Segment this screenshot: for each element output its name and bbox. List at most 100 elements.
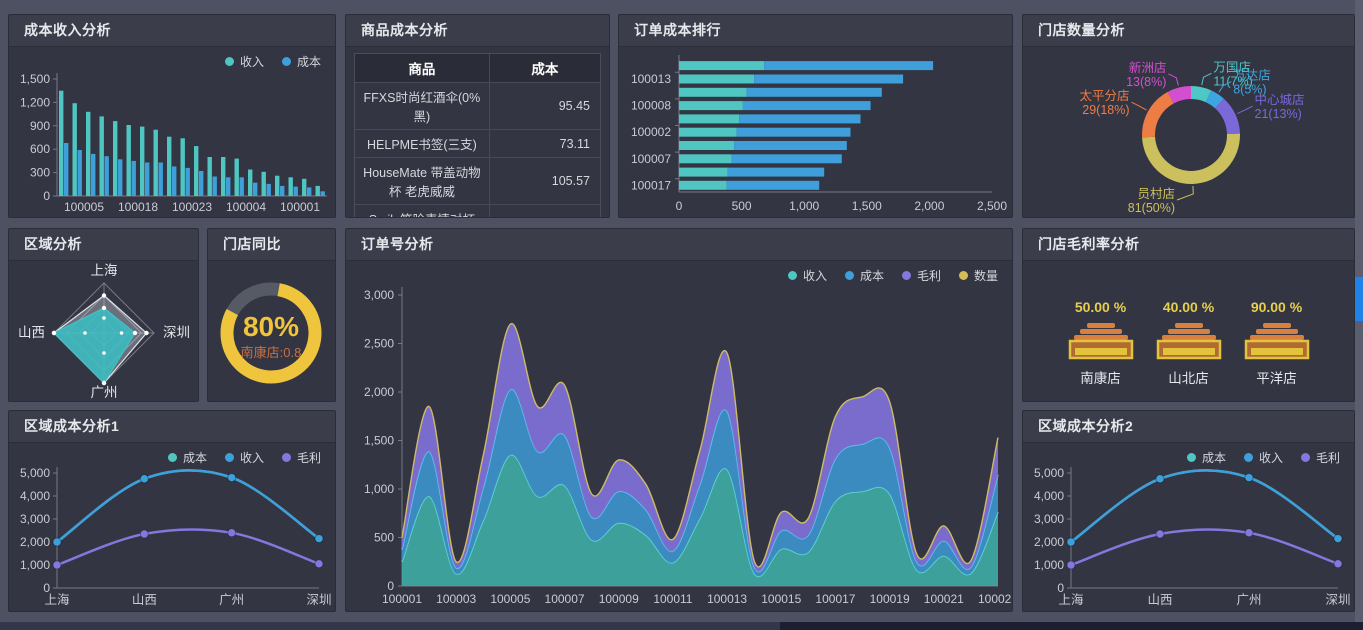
- data-point[interactable]: [1244, 528, 1254, 538]
- data-point[interactable]: [52, 560, 62, 570]
- bar[interactable]: [315, 185, 320, 196]
- table-row[interactable]: FFXS时尚红酒伞(0%黑) 95.45: [355, 82, 600, 129]
- legend-item-收入[interactable]: 收入: [224, 53, 264, 70]
- bar[interactable]: [99, 116, 104, 196]
- bar[interactable]: [113, 121, 118, 196]
- bar[interactable]: [253, 182, 258, 196]
- bar[interactable]: [302, 178, 307, 196]
- table-row[interactable]: Smile笑脸表情对杯: [355, 204, 600, 217]
- bar[interactable]: [679, 101, 743, 111]
- bar[interactable]: [307, 187, 312, 196]
- bar[interactable]: [59, 90, 64, 196]
- bar[interactable]: [207, 157, 212, 196]
- bar[interactable]: [239, 177, 244, 196]
- bar[interactable]: [739, 114, 861, 124]
- bar[interactable]: [679, 180, 727, 190]
- legend-item-成本[interactable]: 成本: [844, 267, 884, 284]
- bar[interactable]: [86, 111, 91, 196]
- legend-item-数量[interactable]: 数量: [958, 267, 998, 284]
- legend-item-成本[interactable]: 成本: [281, 53, 321, 70]
- table-row[interactable]: HELPME书签(三支) 73.11: [355, 129, 600, 157]
- bar[interactable]: [131, 160, 136, 196]
- pie-slice-中心城店[interactable]: [1215, 98, 1240, 134]
- bar[interactable]: [221, 157, 226, 196]
- bar[interactable]: [754, 74, 904, 84]
- bar[interactable]: [679, 74, 755, 84]
- area-series-收入[interactable]: [402, 454, 998, 586]
- bar[interactable]: [199, 171, 204, 196]
- bar[interactable]: [266, 183, 271, 196]
- bar[interactable]: [153, 129, 158, 196]
- bar[interactable]: [64, 143, 69, 196]
- legend-item-毛利[interactable]: 毛利: [281, 449, 321, 466]
- bar[interactable]: [764, 61, 934, 71]
- bar[interactable]: [248, 169, 253, 197]
- data-point[interactable]: [227, 473, 237, 483]
- legend-item-成本[interactable]: 成本: [1186, 449, 1226, 466]
- horizontal-scrollbar-thumb[interactable]: [0, 622, 780, 630]
- bar[interactable]: [212, 176, 217, 197]
- pie-slice-万达店[interactable]: [1205, 90, 1224, 109]
- bar[interactable]: [226, 177, 231, 196]
- legend-item-收入[interactable]: 收入: [224, 449, 264, 466]
- pie-slice-万国店[interactable]: [1191, 86, 1212, 103]
- data-point[interactable]: [52, 537, 62, 547]
- data-point[interactable]: [139, 529, 149, 539]
- legend-item-成本[interactable]: 成本: [167, 449, 207, 466]
- bar[interactable]: [679, 167, 728, 177]
- data-point[interactable]: [139, 474, 149, 484]
- bar-chart-cost-income[interactable]: 0 300 600 900 1,200 1,500 100005 100018 100023 10…: [9, 47, 335, 218]
- line-chart-region-cost-2[interactable]: 0 1,000 2,000 3,000 4,000 5,000 上海 山西 广州 深圳: [1023, 443, 1354, 612]
- bar[interactable]: [234, 158, 239, 196]
- bar[interactable]: [280, 185, 285, 196]
- data-point[interactable]: [314, 534, 324, 544]
- bar[interactable]: [726, 180, 820, 190]
- data-point[interactable]: [1333, 559, 1343, 569]
- bar[interactable]: [742, 101, 871, 111]
- gauge-chart-store-yoy[interactable]: 80% 南康店:0.8: [208, 261, 335, 402]
- line-chart-region-cost-1[interactable]: 0 1,000 2,000 3,000 4,000 5,000 上海 山西 广州 深圳: [9, 443, 335, 612]
- pie-slice-新洲店[interactable]: [1167, 86, 1191, 104]
- bar[interactable]: [679, 114, 740, 124]
- data-point[interactable]: [1155, 529, 1165, 539]
- bar[interactable]: [736, 127, 851, 137]
- vertical-scrollbar-thumb[interactable]: [1355, 277, 1363, 321]
- data-point[interactable]: [1244, 473, 1254, 483]
- bar[interactable]: [145, 162, 150, 197]
- bar[interactable]: [77, 150, 82, 196]
- pie-slice-员村店[interactable]: [1142, 133, 1240, 184]
- store-margin-item-南康店[interactable]: 50.00 % 南康店: [1068, 299, 1134, 387]
- bar[interactable]: [167, 136, 172, 196]
- bar[interactable]: [679, 154, 732, 164]
- bar[interactable]: [118, 159, 123, 196]
- bar[interactable]: [679, 61, 765, 71]
- bar[interactable]: [172, 166, 177, 196]
- product-cost-table[interactable]: 商品 成本 FFXS时尚红酒伞(0%黑) 95.45 HELPME书签(三支) 73.11…: [354, 53, 601, 217]
- data-point[interactable]: [1155, 474, 1165, 484]
- bar[interactable]: [293, 186, 298, 196]
- bar[interactable]: [746, 87, 882, 97]
- bar[interactable]: [275, 175, 280, 196]
- data-point[interactable]: [227, 528, 237, 538]
- bar[interactable]: [734, 141, 847, 150]
- legend-item-收入[interactable]: 收入: [787, 267, 827, 284]
- line-series-收入[interactable]: [56, 469, 320, 544]
- hbar-chart-order-cost[interactable]: 0 500 1,000 1,500 2,000 2,500 100013 100008 1000…: [619, 47, 1012, 218]
- bar[interactable]: [91, 153, 96, 196]
- table-row[interactable]: HouseMate 带盖动物杯 老虎威威 105.57: [355, 157, 600, 204]
- bar[interactable]: [140, 126, 145, 196]
- bar[interactable]: [320, 191, 325, 196]
- data-point[interactable]: [314, 559, 324, 569]
- area-chart-order-no[interactable]: 0 500 1,000 1,500 2,000 2,500 3,000 100001 10000…: [346, 261, 1012, 612]
- bar[interactable]: [126, 125, 131, 196]
- bar[interactable]: [158, 162, 163, 197]
- legend-item-毛利[interactable]: 毛利: [901, 267, 941, 284]
- legend-item-毛利[interactable]: 毛利: [1300, 449, 1340, 466]
- donut-chart-store-count[interactable]: 万国店 11(7%)万达店 8(5%)中心城店 21(13%) 员村店 81(50%) 太平…: [1023, 47, 1354, 218]
- legend-item-收入[interactable]: 收入: [1243, 449, 1283, 466]
- bar[interactable]: [180, 138, 185, 196]
- bar[interactable]: [104, 156, 109, 196]
- gauge-arc[interactable]: [220, 282, 322, 384]
- bar[interactable]: [679, 141, 735, 150]
